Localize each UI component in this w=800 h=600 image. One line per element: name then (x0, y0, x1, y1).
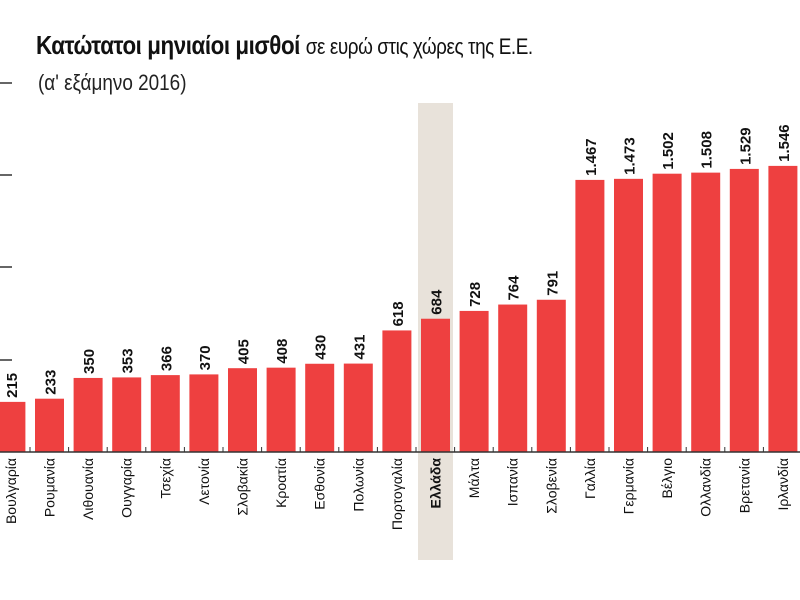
category-label-3: Ουγγαρία (119, 458, 135, 518)
category-label-12: Μάλτα (466, 458, 482, 498)
category-label-6: Σλοβακία (235, 458, 251, 516)
value-label-16: 1.473 (622, 137, 639, 175)
category-label-5: Λετονία (196, 458, 212, 505)
bar-9 (343, 363, 373, 452)
bar-20 (768, 165, 798, 452)
category-label-9: Πολωνία (350, 458, 366, 512)
category-label-18: Ολλανδία (698, 458, 714, 517)
category-label-17: Βέλγιο (659, 458, 675, 499)
title-main: Κατώτατοι μηνιαίοι μισθοί (36, 30, 300, 60)
value-label-14: 791 (544, 271, 561, 296)
category-label-15: Γαλλία (582, 458, 598, 499)
value-label-8: 430 (313, 335, 330, 360)
value-label-5: 370 (197, 345, 214, 370)
chart-subtitle: (α' εξάμηνο 2016) (38, 70, 187, 95)
bar-3 (112, 377, 142, 452)
value-label-6: 405 (236, 339, 253, 364)
bar-6 (228, 368, 257, 452)
category-label-4: Τσεχία (157, 458, 173, 498)
value-label-19: 1.529 (737, 127, 754, 165)
value-label-15: 1.467 (583, 138, 600, 176)
value-label-4: 366 (158, 346, 175, 371)
value-label-1: 233 (43, 370, 60, 395)
bar-16 (614, 178, 643, 452)
value-label-3: 353 (120, 348, 137, 373)
value-label-2: 350 (81, 349, 98, 374)
bar-18 (691, 172, 721, 453)
value-label-7: 408 (274, 339, 291, 364)
bar-7 (266, 367, 296, 452)
value-label-17: 1.502 (660, 132, 677, 170)
bar-12 (459, 310, 489, 452)
category-label-16: Γερμανία (621, 458, 637, 514)
bar-17 (652, 173, 682, 452)
category-label-1: Ρουμανία (42, 458, 58, 517)
category-label-13: Ισπανία (505, 458, 521, 506)
title-suffix: σε ευρώ στις χώρες της Ε.Ε. (305, 34, 533, 59)
bar-0 (0, 401, 26, 452)
category-label-7: Κροατία (273, 458, 289, 508)
bar-2 (73, 377, 103, 452)
bar-5 (189, 374, 219, 452)
category-label-10: Πορτογαλία (389, 458, 405, 530)
category-label-2: Λιθουανία (80, 458, 96, 520)
chart-title: Κατώτατοι μηνιαίοι μισθοί σε ευρώ στις χ… (36, 30, 533, 61)
value-label-11: 684 (429, 289, 446, 315)
value-label-20: 1.546 (776, 124, 793, 162)
bar-4 (150, 375, 180, 452)
category-label-20: Ιρλανδία (775, 458, 791, 510)
category-label-0: Βουλγαρία (3, 458, 19, 524)
category-label-14: Σλοβενία (543, 458, 559, 514)
value-label-13: 764 (506, 275, 523, 301)
value-label-10: 618 (390, 301, 407, 326)
bar-14 (536, 299, 566, 452)
category-label-11: Ελλάδα (428, 458, 444, 509)
bar-11 (421, 318, 450, 452)
value-label-0: 215 (4, 373, 21, 398)
bar-10 (382, 330, 412, 452)
bar-15 (575, 179, 605, 453)
bar-19 (729, 168, 759, 452)
bar-13 (498, 304, 528, 452)
bar-1 (35, 398, 64, 452)
category-label-8: Εσθονία (312, 458, 328, 510)
value-label-9: 431 (351, 335, 368, 360)
category-label-19: Βρετανία (736, 458, 752, 513)
value-label-18: 1.508 (699, 131, 716, 169)
bar-8 (305, 363, 335, 452)
value-label-12: 728 (467, 282, 484, 307)
